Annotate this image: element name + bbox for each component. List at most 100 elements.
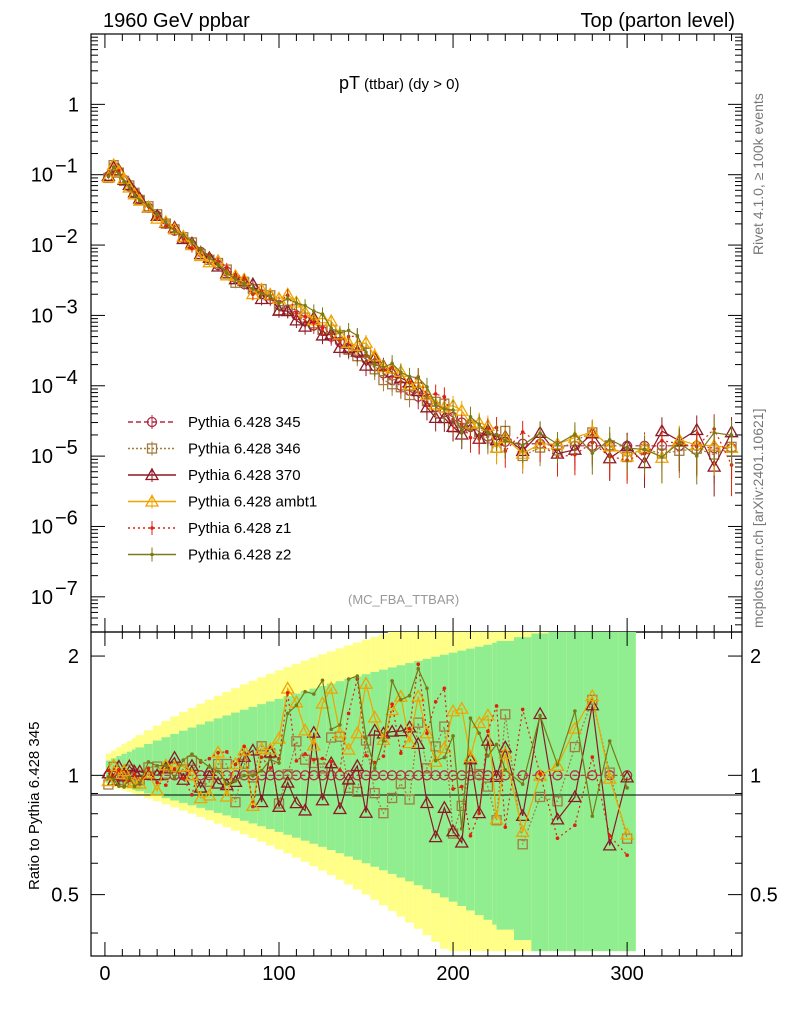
- upper-series-5: [106, 165, 734, 485]
- ratio-marker: [602, 771, 617, 784]
- ratio-series-5: [106, 667, 629, 831]
- ratio-axis-ticks: 0.5 0.5 1 1 2 2: [51, 646, 778, 934]
- ratio-marker: [451, 787, 455, 791]
- green-band: [618, 632, 636, 952]
- ratio-marker: [498, 740, 513, 753]
- ratio-marker: [239, 758, 250, 769]
- upper-line: [107, 166, 732, 458]
- ratio-marker: [210, 776, 226, 789]
- upper-axis-ticks: 110−110−210−310−410−510−610−7: [31, 33, 742, 626]
- green-band: [248, 706, 258, 824]
- ratio-marker: [395, 778, 406, 789]
- ratio-marker: [332, 726, 348, 739]
- upper-ytick-label: 10: [31, 235, 53, 257]
- ratio-ytick-label-right: 2: [750, 646, 761, 668]
- upper-marker: [176, 231, 191, 245]
- ratio-marker: [376, 732, 391, 746]
- ratio-marker: [437, 740, 452, 754]
- ratio-marker: [419, 795, 435, 809]
- upper-ytick-exponent: −7: [55, 578, 78, 600]
- ratio-marker: [407, 727, 412, 731]
- upper-marker: [150, 211, 165, 224]
- plot-title: pT (ttbar) (dy > 0): [339, 73, 459, 93]
- legend-marker: [150, 526, 154, 530]
- green-band: [222, 715, 232, 816]
- ratio-marker: [532, 706, 548, 720]
- upper-ytick-exponent: −5: [55, 437, 78, 459]
- green-band: [309, 688, 319, 844]
- ratio-marker: [245, 743, 260, 756]
- upper-ytick-label: 10: [31, 165, 53, 187]
- green-band: [292, 693, 301, 838]
- ratio-marker: [338, 768, 342, 772]
- ratio-marker: [312, 758, 316, 762]
- ratio-marker: [602, 838, 617, 851]
- green-band: [413, 660, 423, 886]
- ratio-series: [101, 662, 635, 858]
- ratio-marker: [515, 808, 530, 822]
- ratio-marker: [341, 772, 356, 785]
- ratio-ylabel: Ratio to Pythia 6.428 345: [26, 722, 43, 890]
- upper-marker: [106, 157, 121, 171]
- ratio-marker: [289, 795, 304, 809]
- upper-marker: [132, 193, 147, 206]
- ratio-marker: [150, 767, 165, 781]
- ratio-marker: [433, 699, 438, 704]
- ratio-marker: [585, 688, 600, 702]
- ratio-marker: [245, 798, 260, 812]
- legend-marker: [146, 443, 158, 454]
- upper-ytick-label: 1: [68, 94, 79, 116]
- ratio-marker: [285, 691, 290, 695]
- legend-label: Pythia 6.428 346: [188, 441, 301, 458]
- ratio-marker: [315, 792, 330, 806]
- ratio-ytick-label: 2: [68, 646, 79, 668]
- mcplots-label: mcplots.cern.ch [arXiv:2401.10621]: [750, 409, 766, 628]
- green-band: [457, 650, 467, 907]
- green-band: [474, 646, 484, 916]
- ratio-marker: [271, 731, 287, 744]
- ratio-marker: [332, 801, 348, 815]
- ratio-marker: [534, 791, 546, 803]
- upper-line: [107, 165, 732, 449]
- green-band: [283, 696, 293, 835]
- ratio-marker: [306, 738, 321, 751]
- green-band: [448, 652, 458, 902]
- legend-label: Pythia 6.428 345: [188, 414, 301, 431]
- ratio-ytick-label-right: 0.5: [750, 885, 778, 907]
- ratio-marker: [538, 772, 542, 776]
- ratio-marker: [459, 784, 464, 789]
- upper-marker: [489, 440, 504, 453]
- upper-marker: [419, 400, 435, 413]
- ratio-marker: [150, 783, 165, 796]
- green-band: [265, 701, 275, 830]
- ratio-marker: [503, 825, 508, 829]
- upper-marker: [341, 335, 356, 349]
- upper-marker: [101, 168, 116, 182]
- energy-label: 1960 GeV ppbar: [103, 10, 250, 32]
- ratio-marker: [358, 805, 374, 818]
- upper-ytick-exponent: −6: [55, 507, 78, 529]
- ratio-marker: [625, 853, 629, 858]
- ratio-marker: [369, 787, 380, 799]
- upper-marker: [297, 319, 313, 332]
- ratio-marker: [315, 696, 330, 709]
- upper-ytick-label: 10: [31, 305, 53, 327]
- upper-marker: [141, 199, 156, 213]
- ratio-marker: [550, 812, 565, 825]
- ratio-marker: [358, 676, 374, 689]
- ratio-marker: [515, 824, 530, 837]
- ratio-marker: [230, 797, 241, 808]
- ratio-marker: [111, 766, 126, 780]
- ratio-marker: [184, 768, 200, 781]
- ratio-marker: [158, 760, 173, 774]
- ratio-marker: [386, 792, 398, 804]
- ratio-marker: [271, 799, 287, 812]
- upper-marker: [428, 410, 443, 424]
- ratio-marker: [273, 798, 285, 809]
- ratio-line: [107, 664, 628, 856]
- green-band: [326, 683, 336, 850]
- ratio-marker: [254, 741, 269, 755]
- ratio-marker: [320, 756, 325, 761]
